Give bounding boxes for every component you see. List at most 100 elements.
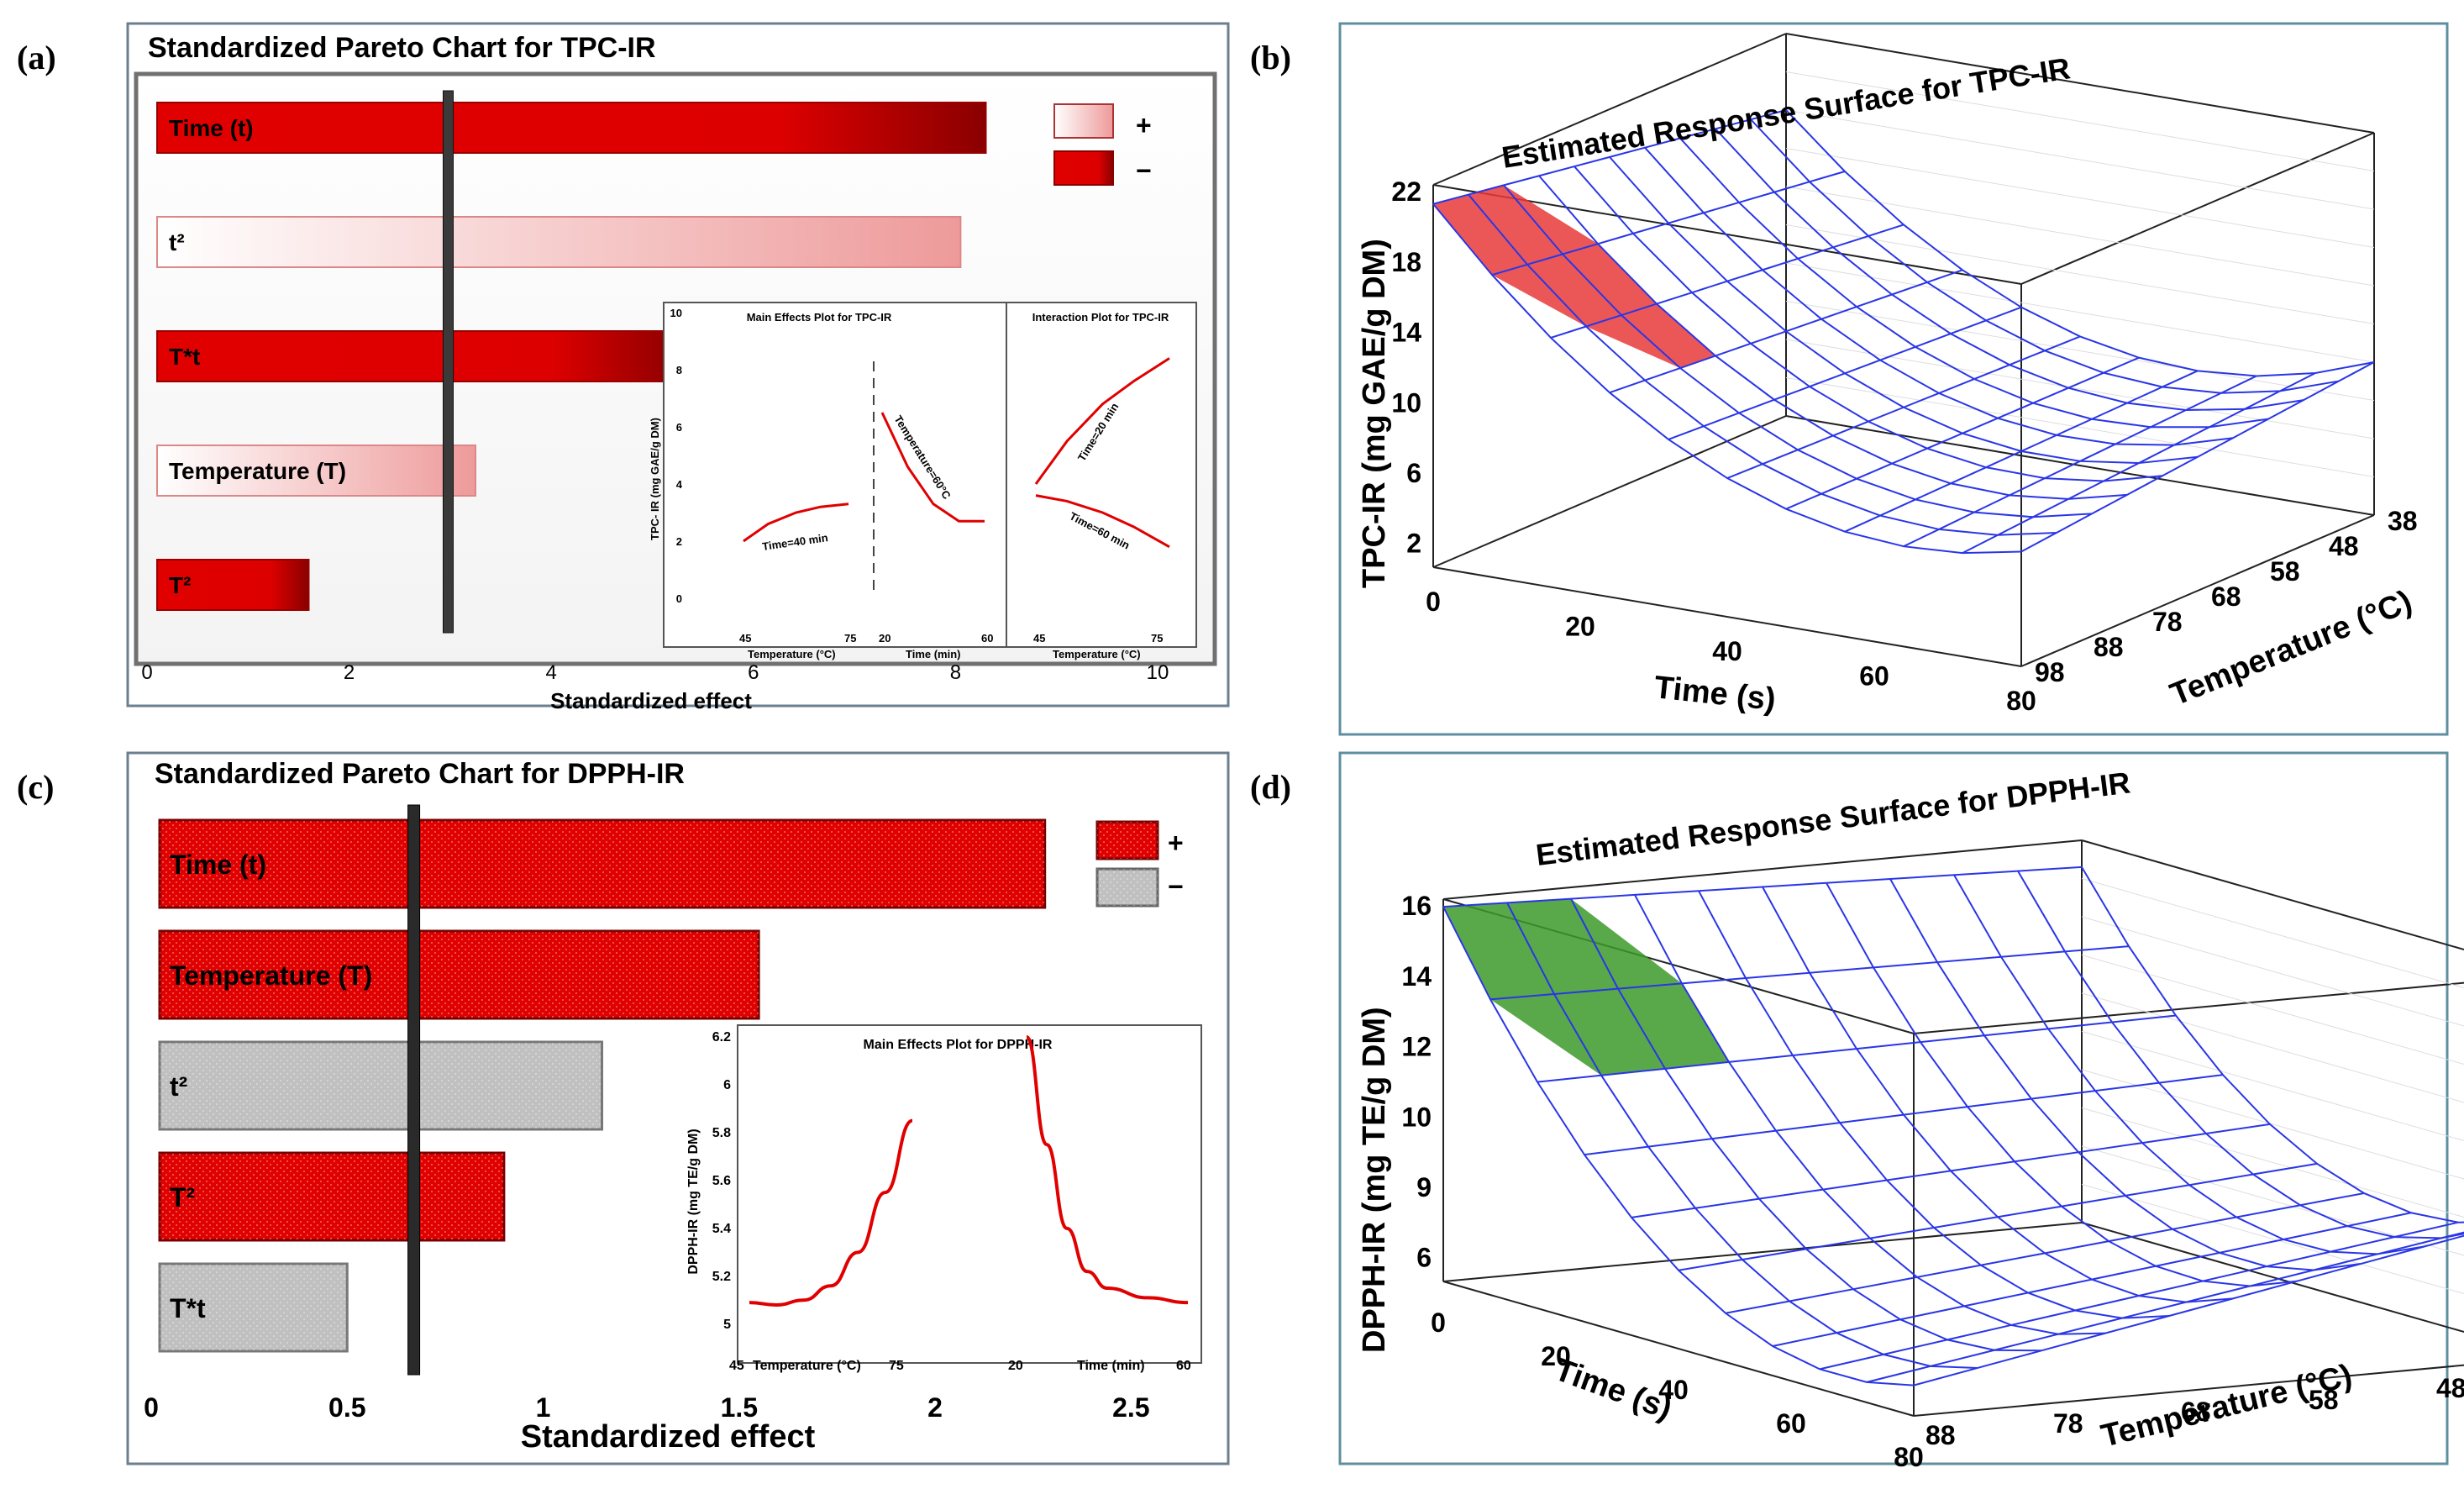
surface-ztick: 14 bbox=[1401, 961, 1432, 992]
inset-c-ytick: 5.4 bbox=[712, 1222, 731, 1236]
surface-mesh-line bbox=[1953, 874, 2425, 1255]
pareto-a-xtick: 10 bbox=[1147, 661, 1169, 684]
pareto-a-bar-label: T*t bbox=[169, 344, 200, 370]
surface-ytick: 88 bbox=[2094, 632, 2124, 662]
surface-ytick: 88 bbox=[1925, 1420, 1956, 1450]
inset-c-ytick: 6.2 bbox=[712, 1030, 731, 1044]
pareto-a-xticks: 0 2 4 6 8 10 bbox=[141, 661, 1169, 684]
surface-ztick: 18 bbox=[1391, 247, 1421, 277]
pareto-a-xtick: 4 bbox=[546, 661, 557, 684]
surface-mesh-line bbox=[1570, 898, 2042, 1352]
surface-xtick: 0 bbox=[1426, 587, 1441, 617]
surface-mesh-line bbox=[1634, 894, 2106, 1335]
legend-c-plus-label: + bbox=[1168, 828, 1184, 858]
surface-box-edge bbox=[2020, 132, 2375, 285]
inset-c: Main Effects Plot for DPPH-IR DPPH-IR (m… bbox=[686, 1024, 1202, 1373]
inset-a-xlabel-time: Time (min) bbox=[906, 648, 961, 660]
surface-box-edge bbox=[1913, 1364, 2464, 1417]
panel-a-title: Standardized Pareto Chart for TPC-IR bbox=[148, 32, 656, 64]
surface-mesh-line bbox=[1468, 193, 2057, 536]
surface-box-edge bbox=[1442, 1222, 2083, 1282]
pareto-a-xtick: 6 bbox=[748, 661, 759, 684]
pareto-c-bar-dots bbox=[160, 1264, 348, 1351]
inset-a-xlabel-temp: Temperature (°C) bbox=[748, 648, 836, 660]
inset-c-frame bbox=[737, 1024, 1202, 1364]
surface-box-edge bbox=[1785, 415, 2375, 516]
inset-c-ytick: 5.2 bbox=[712, 1270, 731, 1284]
panel-a: (a) Standardized Pareto Chart for TPC-IR… bbox=[17, 22, 1230, 713]
pareto-c-xtick: 2.5 bbox=[1112, 1392, 1149, 1423]
surface-mesh-line bbox=[1889, 878, 2362, 1271]
surface-mesh-line bbox=[2017, 871, 2464, 1239]
pareto-a-bar-label: T² bbox=[169, 572, 191, 598]
surface-b-yticks: 98 88 78 68 58 48 38 bbox=[2035, 506, 2418, 687]
inset-a-line-time bbox=[880, 412, 985, 523]
inset-c-line-temperature bbox=[749, 1118, 913, 1307]
surface-xtick: 20 bbox=[1541, 1341, 1571, 1371]
pareto-c-bar-label: Temperature (T) bbox=[170, 960, 372, 991]
surface-box-edge bbox=[1432, 184, 2022, 285]
surface-grid-line bbox=[2081, 878, 2464, 989]
surface-mesh-line bbox=[1442, 866, 2083, 908]
surface-mesh-line bbox=[1573, 166, 2163, 482]
inset-a-line-temperature bbox=[743, 502, 849, 543]
surface-grid-line bbox=[1785, 148, 2375, 248]
pareto-a-significance-line bbox=[442, 90, 454, 634]
legend-a-plus-swatch bbox=[1053, 103, 1114, 139]
pareto-a-bar-label: t² bbox=[169, 229, 185, 255]
surface-grid-line bbox=[2081, 916, 2464, 1027]
inset-c-tick-20: 20 bbox=[1008, 1359, 1023, 1373]
inset-c-ytick: 5.6 bbox=[712, 1174, 731, 1188]
surface-box-edge bbox=[2020, 514, 2375, 667]
pareto-a-bar bbox=[156, 445, 476, 497]
surface-mesh-line bbox=[1679, 137, 2269, 429]
inset-c-ytick: 6 bbox=[723, 1078, 731, 1092]
panel-d-label: (d) bbox=[1250, 768, 1291, 806]
surface-xtick: 60 bbox=[1776, 1408, 1806, 1439]
pareto-a-xtick: 2 bbox=[344, 661, 355, 684]
legend-c-minus-dots bbox=[1097, 869, 1158, 906]
surface-mesh-line bbox=[1826, 882, 2298, 1287]
surface-grid-line bbox=[1785, 377, 2375, 477]
surface-xtick: 40 bbox=[1658, 1375, 1689, 1405]
surface-grid-line bbox=[1785, 301, 2375, 401]
inset-a-ytick: 10 bbox=[670, 307, 682, 319]
surface-ytick: 68 bbox=[2181, 1397, 2211, 1427]
inset-c-tick-75: 75 bbox=[889, 1359, 904, 1373]
panel-d-frame bbox=[1338, 751, 2449, 1465]
surface-ytick: 58 bbox=[2309, 1385, 2339, 1415]
inset-a-ylabel: TPC- IR (mg GAE/g DM) bbox=[649, 418, 661, 540]
pareto-a-bar-label: Temperature (T) bbox=[169, 458, 346, 484]
inset-a-tick-20: 20 bbox=[879, 632, 891, 645]
panel-b: (b) Estimated Response Surface for TPC-I… bbox=[1250, 22, 2449, 736]
surface-b-mesh bbox=[1432, 109, 2375, 555]
inset-a-line-time20 bbox=[1034, 357, 1170, 485]
pareto-c-xlabel: Standardized effect bbox=[521, 1419, 816, 1455]
pareto-a-bar-label: Time (t) bbox=[169, 115, 254, 141]
surface-mesh-line bbox=[1609, 156, 2199, 465]
pareto-a-xlabel: Standardized effect bbox=[550, 688, 752, 713]
legend-a-plus-label: + bbox=[1136, 110, 1152, 140]
surface-mesh-line bbox=[1644, 147, 2234, 446]
surface-mesh-line bbox=[1503, 184, 2093, 518]
pareto-c-xtick: 1 bbox=[536, 1392, 551, 1423]
surface-grid-line bbox=[2081, 1108, 2464, 1218]
surface-xtick: 0 bbox=[1431, 1307, 1446, 1338]
surface-ytick: 98 bbox=[2035, 657, 2065, 687]
inset-a-tick-75b: 75 bbox=[1151, 632, 1163, 645]
surface-d-zlabel: DPPH-IR (mg TE/g DM) bbox=[1357, 1007, 1392, 1353]
surface-mesh-line bbox=[1762, 886, 2234, 1303]
surface-ytick: 48 bbox=[2329, 531, 2359, 561]
legend-a-minus-label: − bbox=[1136, 155, 1152, 186]
surface-d-xticks: 0 20 40 60 80 bbox=[1431, 1307, 1924, 1472]
surface-d-box bbox=[1442, 839, 2464, 1417]
surface-mesh-line bbox=[2081, 866, 2464, 1223]
pareto-c-bar-label: T*t bbox=[170, 1293, 206, 1323]
pareto-c-significance-line bbox=[407, 804, 421, 1376]
surface-grid-line bbox=[1785, 262, 2375, 363]
surface-grid-line bbox=[1785, 339, 2375, 439]
pareto-a-bar bbox=[156, 102, 987, 154]
inset-a-tick-45: 45 bbox=[739, 632, 751, 645]
panel-c-label: (c) bbox=[17, 768, 54, 806]
